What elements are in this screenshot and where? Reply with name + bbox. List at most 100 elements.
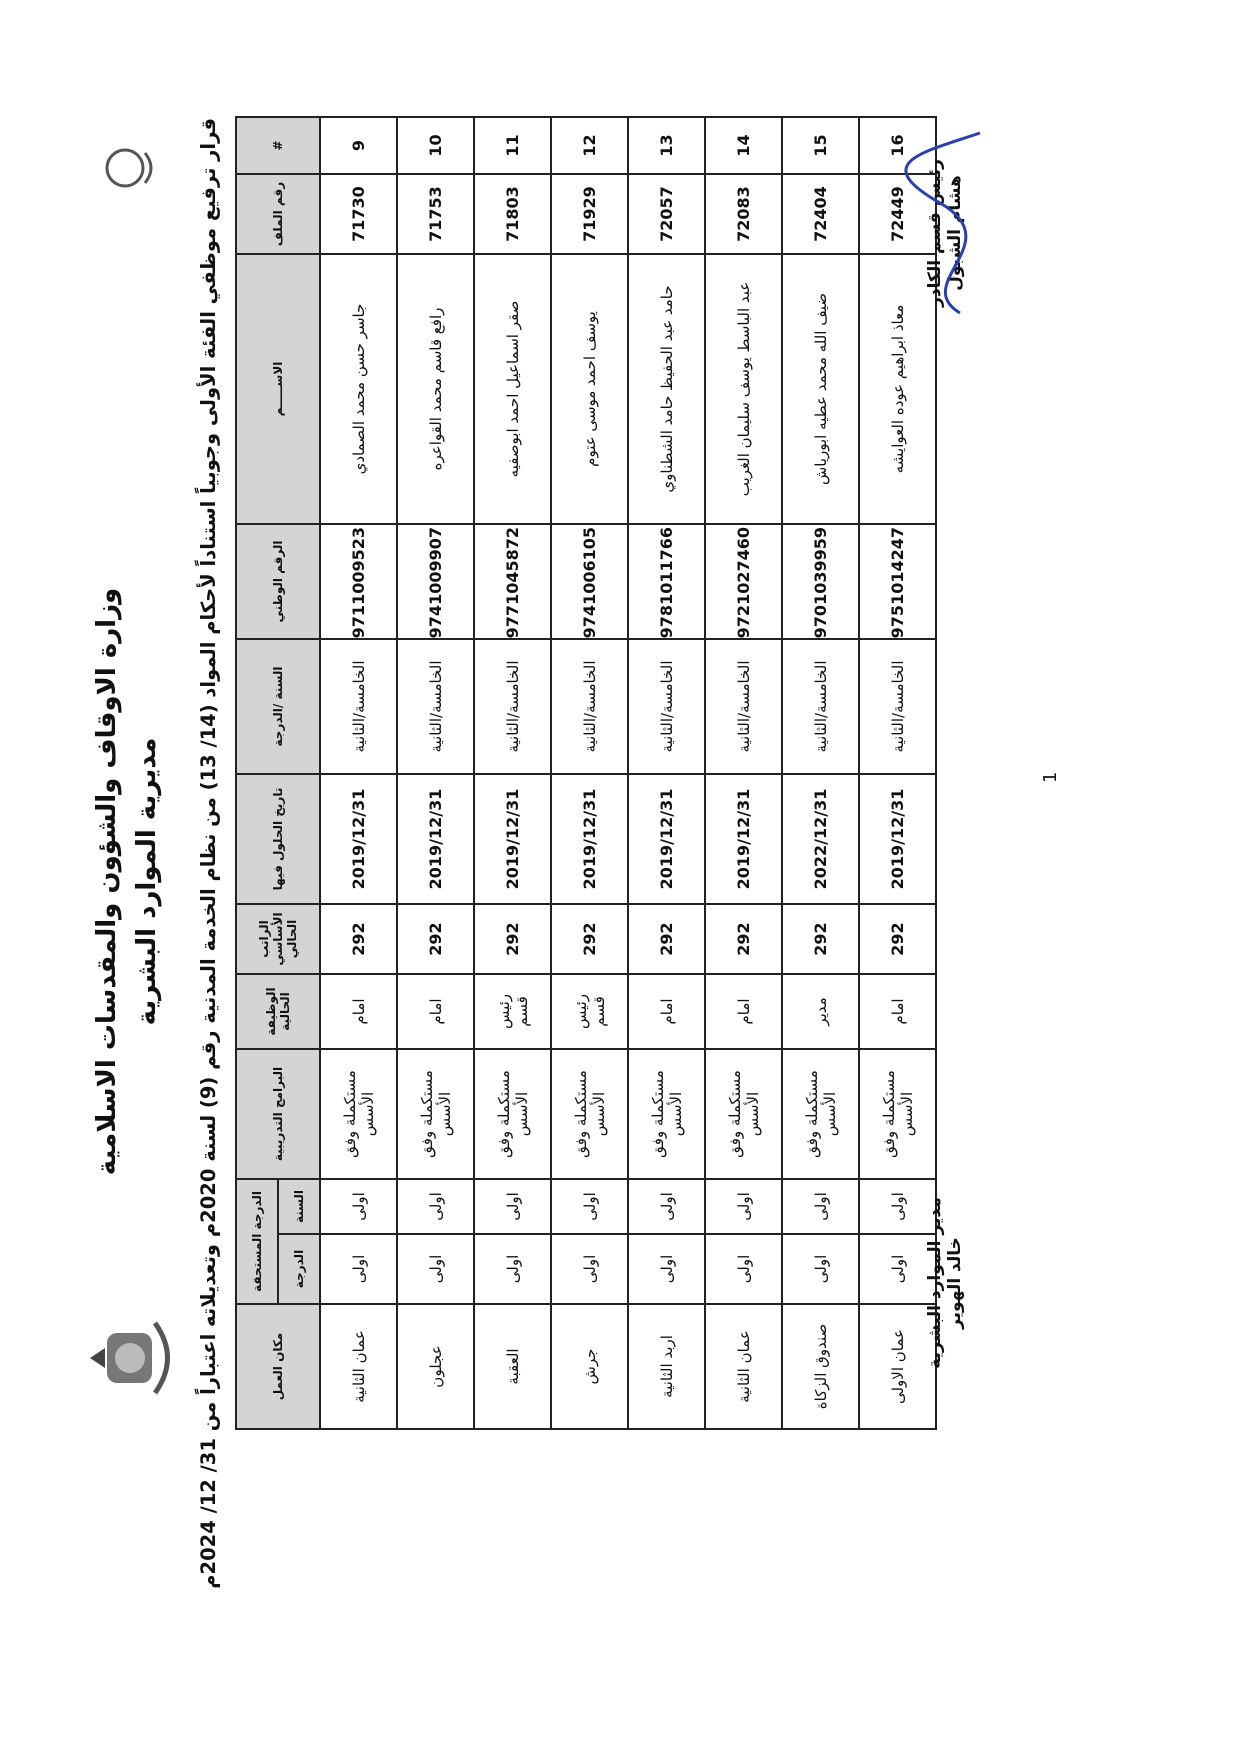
- table-cell: الخامسة/الثانية: [551, 639, 628, 774]
- table-cell: الخامسة/الثانية: [474, 639, 551, 774]
- table-cell: 13: [628, 117, 705, 174]
- table-cell: اولى: [397, 1179, 474, 1234]
- table-cell: اولى: [320, 1179, 397, 1234]
- table-cell: امام: [397, 974, 474, 1049]
- table-cell: ضيف الله محمد عطيه ابورياش: [782, 254, 859, 524]
- table-cell: اولى: [705, 1234, 782, 1304]
- table-cell: صقر اسماعيل احمد ابوصفيه: [474, 254, 551, 524]
- table-cell: 292: [551, 904, 628, 974]
- table-cell: يوسف احمد موسى عتوم: [551, 254, 628, 524]
- table-cell: 72057: [628, 174, 705, 254]
- table-cell: 9721027460: [705, 524, 782, 639]
- ministry-name: وزارة الاوقاف والشؤون والمقدسات الاسلامي…: [92, 587, 122, 1176]
- table-cell: عبد الباسط يوسف سليمان الغريب: [705, 254, 782, 524]
- table-cell: اولى: [397, 1234, 474, 1304]
- promotion-table: # رقم الملف الاســـــم الرقم الوطني السنة /ا…: [235, 116, 937, 1430]
- table-cell: 72404: [782, 174, 859, 254]
- table-row: 12 71929 يوسف احمد موسى عتوم 9741006105 الخا…: [551, 117, 628, 1429]
- signature-block: مدير الموارد البشرية خالد الهوير: [925, 1183, 965, 1383]
- column-header: الراتب الأساسي الحالي: [236, 904, 320, 974]
- column-header: رقم الملف: [236, 174, 320, 254]
- table-row: 11 71803 صقر اسماعيل احمد ابوصفيه 977104587…: [474, 117, 551, 1429]
- table-row: 9 71730 جاسر حسن محمد الصمادي 9711009523 الخ…: [320, 117, 397, 1429]
- column-header: السنة /الدرجة: [236, 639, 320, 774]
- emblem: [90, 1321, 170, 1395]
- table-cell: اولى: [551, 1179, 628, 1234]
- table-cell: 2019/12/31: [320, 774, 397, 904]
- table-cell: عجلون: [397, 1304, 474, 1429]
- table-cell: 72083: [705, 174, 782, 254]
- table-cell: مستكملة وفق الأسس: [628, 1049, 705, 1179]
- table-cell: اولى: [782, 1234, 859, 1304]
- table-cell: اولى: [551, 1234, 628, 1304]
- table-cell: 2019/12/31: [551, 774, 628, 904]
- table-cell: 2022/12/31: [782, 774, 859, 904]
- signature-role: مدير الموارد البشرية: [925, 1197, 945, 1369]
- column-header: البرامج التدريبية: [236, 1049, 320, 1179]
- signature-name: خالد الهوير: [945, 1237, 965, 1329]
- table-cell: الخامسة/الثانية: [320, 639, 397, 774]
- table-cell: 9701039959: [782, 524, 859, 639]
- table-cell: الخامسة/الثانية: [397, 639, 474, 774]
- table-cell: مدير: [782, 974, 859, 1049]
- table-cell: عمان الثانية: [320, 1304, 397, 1429]
- table-cell: امام: [705, 974, 782, 1049]
- table-cell: اولى: [320, 1234, 397, 1304]
- table-cell: 292: [705, 904, 782, 974]
- table-cell: 2019/12/31: [705, 774, 782, 904]
- column-header: تاريخ الحلول فيها: [236, 774, 320, 904]
- table-cell: 292: [859, 904, 936, 974]
- table-cell: 71803: [474, 174, 551, 254]
- table-cell: صندوق الزكاة: [782, 1304, 859, 1429]
- table-cell: مستكملة وفق الأسس: [397, 1049, 474, 1179]
- column-header: الرقم الوطني: [236, 524, 320, 639]
- table-cell: عمان الثانية: [705, 1304, 782, 1429]
- table-cell: اولى: [782, 1179, 859, 1234]
- table-row: 10 71753 رافع قاسم محمد القواعره 9741009907…: [397, 117, 474, 1429]
- table-cell: مستكملة وفق الأسس: [320, 1049, 397, 1179]
- table-cell: 9751014247: [859, 524, 936, 639]
- header-row: # رقم الملف الاســـــم الرقم الوطني السنة /ا…: [236, 117, 320, 1429]
- group-header: الدرجة المستحقة: [236, 1179, 278, 1304]
- table-cell: اولى: [628, 1179, 705, 1234]
- table-cell: امام: [628, 974, 705, 1049]
- table-cell: حامد عبد الحفيظ حامد الشطناوي: [628, 254, 705, 524]
- table-cell: امام: [859, 974, 936, 1049]
- table-cell: 9741006105: [551, 524, 628, 639]
- table-cell: الخامسة/الثانية: [782, 639, 859, 774]
- table-cell: امام: [320, 974, 397, 1049]
- directorate-name: مديرية الموارد البشرية: [132, 737, 162, 1026]
- column-header: #: [236, 117, 320, 174]
- table-cell: 292: [628, 904, 705, 974]
- table-cell: اربد الثانية: [628, 1304, 705, 1429]
- table-cell: 71929: [551, 174, 628, 254]
- table-cell: 292: [397, 904, 474, 974]
- signature-scribble: [904, 131, 981, 315]
- table-cell: مستكملة وفق الأسس: [551, 1049, 628, 1179]
- table-cell: مستكملة وفق الأسس: [859, 1049, 936, 1179]
- table-cell: رافع قاسم محمد القواعره: [397, 254, 474, 524]
- table-cell: 10: [397, 117, 474, 174]
- table-cell: رئيس قسم: [551, 974, 628, 1049]
- column-header: الاســـــم: [236, 254, 320, 524]
- table-cell: مستكملة وفق الأسس: [474, 1049, 551, 1179]
- table-cell: اولى: [705, 1179, 782, 1234]
- table-cell: اولى: [474, 1179, 551, 1234]
- table-row: 15 72404 ضيف الله محمد عطيه ابورياش 9701039…: [782, 117, 859, 1429]
- table-cell: 14: [705, 117, 782, 174]
- table-cell: 9: [320, 117, 397, 174]
- table-cell: 12: [551, 117, 628, 174]
- table-cell: 9711009523: [320, 524, 397, 639]
- table-cell: اولى: [628, 1234, 705, 1304]
- table-cell: 71753: [397, 174, 474, 254]
- column-header: الدرجة: [278, 1234, 320, 1304]
- table-cell: 2019/12/31: [397, 774, 474, 904]
- table-cell: مستكملة وفق الأسس: [705, 1049, 782, 1179]
- page-number: 1: [1040, 771, 1061, 783]
- table-cell: 292: [782, 904, 859, 974]
- table-cell: 2019/12/31: [628, 774, 705, 904]
- decision-title: قرار ترفيع موظفي الفئة الأولى وجوبياً اس…: [197, 118, 220, 1589]
- table-cell: جاسر حسن محمد الصمادي: [320, 254, 397, 524]
